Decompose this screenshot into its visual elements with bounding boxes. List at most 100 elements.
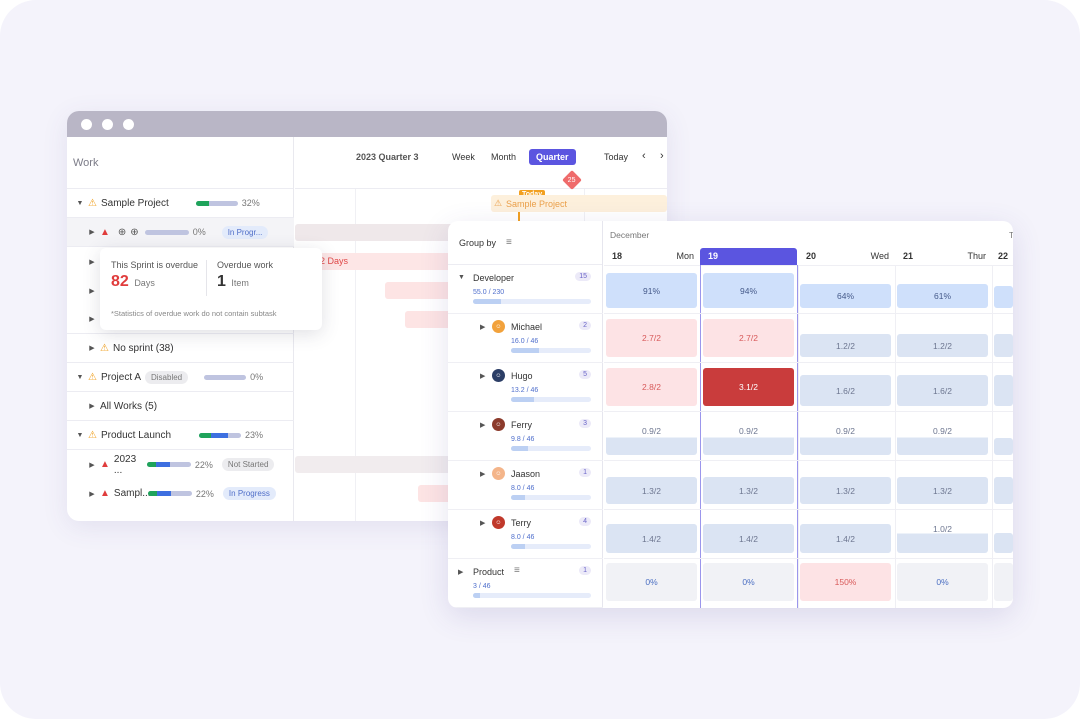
window-dot-close[interactable] — [81, 118, 92, 130]
day-header-21[interactable]: 21 Thur — [903, 251, 986, 261]
caret-right-icon[interactable]: ▶ — [480, 422, 486, 429]
workload-cell[interactable]: 0.9/2 — [800, 426, 891, 455]
workload-cell[interactable]: 1.0/2 — [897, 524, 988, 553]
member-row-terry[interactable]: ▶ ☺ Terry 4 8.0 / 46 — [448, 510, 603, 559]
tree-row-project-a[interactable]: ▼ ⚠ Project A Disabled 0% — [67, 363, 294, 392]
workload-cell[interactable]: 1.3/2 — [606, 477, 697, 504]
gantt-bar[interactable] — [405, 311, 455, 328]
caret-down-icon[interactable]: ▼ — [76, 431, 84, 439]
tree-row-hidden-2[interactable]: ▶ — [67, 276, 294, 305]
workload-cell[interactable]: 2.8/2 — [606, 368, 697, 406]
workload-cell-partial[interactable] — [994, 375, 1013, 406]
workload-cell[interactable]: 0.9/2 — [606, 426, 697, 455]
target-icon[interactable]: ⊕ — [117, 226, 127, 238]
day-header-20[interactable]: 20 Wed — [806, 251, 889, 261]
tree-row-product-launch[interactable]: ▼ ⚠ Product Launch 23% — [67, 421, 294, 450]
group-row-product[interactable]: ▶ Product ≡ 1 3 / 46 — [448, 559, 603, 608]
caret-right-icon[interactable]: ▶ — [480, 520, 486, 527]
avatar: ☺ — [492, 516, 505, 529]
window-dot-maximize[interactable] — [123, 118, 134, 130]
workload-cell[interactable]: 1.4/2 — [703, 524, 794, 553]
caret-right-icon[interactable]: ▶ — [89, 229, 95, 236]
caret-right-icon[interactable]: ▶ — [89, 258, 95, 266]
tree-row-sprint[interactable]: ▶ ▲ ⊕ ⊕ 0% In Progr... — [67, 218, 294, 247]
member-row-jaason[interactable]: ▶ ☺ Jaason 1 8.0 / 46 — [448, 461, 603, 510]
add-icon[interactable]: ⊕ — [130, 226, 139, 238]
workload-cell-partial[interactable] — [994, 533, 1013, 553]
view-quarter-button[interactable]: Quarter — [529, 149, 576, 165]
next-arrow-icon[interactable]: › — [660, 150, 664, 162]
caret-right-icon[interactable]: ▶ — [89, 461, 95, 469]
tree-row-2023[interactable]: ▶ ▲ 2023 ... 22% Not Started — [67, 450, 294, 479]
day-header-19-selected[interactable]: 19 — [700, 248, 797, 265]
caret-down-icon[interactable]: ▼ — [76, 373, 84, 381]
workload-cell[interactable]: 61% — [897, 284, 988, 308]
gantt-bar-overdue[interactable]: 2 Days — [315, 253, 455, 270]
gantt-bar-sample[interactable] — [418, 485, 455, 502]
caret-down-icon[interactable]: ▼ — [76, 199, 84, 207]
workload-cell[interactable]: 1.2/2 — [897, 334, 988, 357]
workload-cell-partial[interactable] — [994, 563, 1013, 601]
caret-right-icon[interactable]: ▶ — [89, 403, 95, 410]
workload-cell[interactable]: 1.4/2 — [800, 524, 891, 553]
workload-cell[interactable]: 0.9/2 — [897, 426, 988, 455]
tree-row-all-works[interactable]: ▶ All Works (5) — [67, 392, 294, 421]
menu-icon[interactable]: ≡ — [514, 565, 520, 576]
day-header-22[interactable]: 22 — [998, 251, 1009, 261]
status-badge: In Progr... — [221, 225, 269, 239]
gantt-bar-2023[interactable] — [295, 456, 455, 473]
caret-right-icon[interactable]: ▶ — [89, 345, 95, 352]
workload-cell-overloaded[interactable]: 3.1/2 — [703, 368, 794, 406]
workload-cell[interactable]: 1.4/2 — [606, 524, 697, 553]
caret-right-icon[interactable]: ▶ — [480, 324, 486, 331]
tree-row-hidden-3[interactable]: ▶ — [67, 305, 294, 334]
prev-arrow-icon[interactable]: ‹ — [642, 150, 646, 162]
workload-cell[interactable]: 91% — [606, 273, 697, 308]
workload-cell[interactable]: 0.9/2 — [703, 426, 794, 455]
caret-right-icon[interactable]: ▶ — [458, 569, 464, 576]
view-month-button[interactable]: Month — [491, 152, 517, 162]
caret-right-icon[interactable]: ▶ — [480, 471, 486, 478]
tree-row-sample-project[interactable]: ▼ ⚠ Sample Project 32% — [67, 189, 294, 218]
tree-row-hidden-1[interactable]: ▶ — [67, 247, 294, 276]
workload-cell[interactable]: 1.3/2 — [703, 477, 794, 504]
caret-right-icon[interactable]: ▶ — [89, 316, 95, 323]
caret-right-icon[interactable]: ▶ — [89, 490, 95, 498]
workload-cell[interactable]: 1.3/2 — [897, 477, 988, 504]
window-dot-minimize[interactable] — [102, 118, 113, 130]
menu-icon[interactable]: ≡ — [506, 237, 512, 248]
tree-row-sample[interactable]: ▶ ▲ Sampl... 22% In Progress — [67, 479, 294, 508]
workload-cell[interactable]: 2.7/2 — [703, 319, 794, 357]
day-header-18[interactable]: 18 Mon — [612, 251, 694, 261]
member-row-ferry[interactable]: ▶ ☺ Ferry 3 9.8 / 46 — [448, 412, 603, 461]
workload-cell-partial[interactable] — [994, 477, 1013, 504]
workload-cell-partial[interactable] — [994, 438, 1013, 455]
workload-cell[interactable]: 1.6/2 — [897, 375, 988, 406]
workload-cell[interactable]: 94% — [703, 273, 794, 308]
workload-cell[interactable]: 1.6/2 — [800, 375, 891, 406]
caret-right-icon[interactable]: ▶ — [480, 373, 486, 380]
workload-cell-partial[interactable] — [994, 286, 1013, 308]
group-row-developer[interactable]: ▼ Developer 15 55.0 / 230 — [448, 265, 603, 314]
view-week-button[interactable]: Week — [452, 152, 475, 162]
workload-cell[interactable]: 0% — [703, 563, 794, 601]
gantt-bar-sample-project[interactable]: ⚠ Sample Project — [491, 195, 667, 212]
workload-cell[interactable]: 1.2/2 — [800, 334, 891, 357]
workload-cell[interactable]: 2.7/2 — [606, 319, 697, 357]
group-by-header[interactable]: Group by ≡ — [448, 221, 602, 265]
member-count-badge: 1 — [579, 566, 591, 575]
workload-cell[interactable]: 0% — [897, 563, 988, 601]
caret-down-icon[interactable]: ▼ — [458, 274, 465, 281]
workload-cell-overloaded[interactable]: 150% — [800, 563, 891, 601]
member-row-hugo[interactable]: ▶ ☺ Hugo 5 13.2 / 46 — [448, 363, 603, 412]
caret-right-icon[interactable]: ▶ — [89, 287, 95, 295]
workload-cell[interactable]: 64% — [800, 284, 891, 308]
tree-row-no-sprint[interactable]: ▶ ⚠ No sprint (38) — [67, 334, 294, 363]
workload-cell[interactable]: 1.3/2 — [800, 477, 891, 504]
workload-cell[interactable]: 0% — [606, 563, 697, 601]
today-button[interactable]: Today — [604, 152, 629, 162]
gantt-bar-sprint[interactable] — [295, 224, 455, 241]
gantt-bar[interactable] — [385, 282, 455, 299]
member-row-michael[interactable]: ▶ ☺ Michael 2 16.0 / 46 — [448, 314, 603, 363]
workload-cell-partial[interactable] — [994, 334, 1013, 357]
